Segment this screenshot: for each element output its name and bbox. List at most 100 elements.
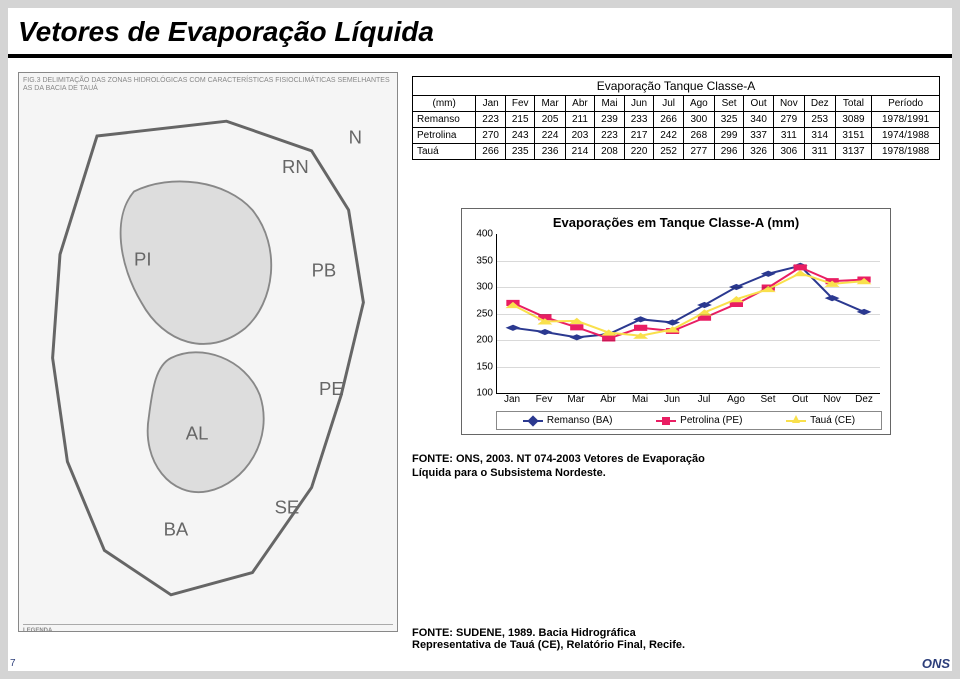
table-cell: 252 — [654, 144, 684, 160]
table-cell: 311 — [804, 144, 835, 160]
chart-xtick: Abr — [592, 394, 624, 405]
legend-label: Remanso (BA) — [547, 415, 613, 426]
chart-marker — [507, 325, 519, 330]
table-cell: 270 — [476, 128, 506, 144]
chart-ytick: 150 — [469, 361, 493, 372]
table-col-header: Jun — [624, 96, 654, 112]
title-bar: Vetores de Evaporação Líquida — [8, 8, 952, 58]
table-cell: 311 — [773, 128, 804, 144]
table-col-header: Período — [872, 96, 940, 112]
table-col-header: Set — [714, 96, 744, 112]
table-cell: 1978/1988 — [872, 144, 940, 160]
svg-text:PB: PB — [312, 260, 337, 281]
source1-l1: FONTE: ONS, 2003. NT 074-2003 Vetores de… — [412, 453, 705, 465]
table-col-header: Jan — [476, 96, 506, 112]
chart-gridline — [497, 261, 880, 262]
chart-title: Evaporações em Tanque Classe-A (mm) — [468, 215, 884, 230]
table-cell: 337 — [744, 128, 774, 144]
chart-gridline — [497, 340, 880, 341]
table-cell: 243 — [505, 128, 535, 144]
legend-item: Petrolina (PE) — [656, 415, 742, 426]
table-cell: 205 — [535, 112, 565, 128]
table-cell: 314 — [804, 128, 835, 144]
legend-item: Remanso (BA) — [523, 415, 613, 426]
table-col-header: Total — [835, 96, 871, 112]
chart-xaxis: JanFevMarAbrMaiJunJulAgoSetOutNovDez — [496, 394, 880, 405]
chart-marker — [794, 265, 806, 270]
table-cell: 326 — [744, 144, 774, 160]
source2-l2: Representativa de Tauá (CE), Relatório F… — [412, 639, 685, 651]
table-col-header: Mar — [535, 96, 565, 112]
table-col-header: Dez — [804, 96, 835, 112]
table-cell: 224 — [535, 128, 565, 144]
svg-text:N: N — [349, 127, 362, 148]
table-col-header: Fev — [505, 96, 535, 112]
table-cell: 223 — [476, 112, 506, 128]
chart-gridline — [497, 367, 880, 368]
chart-xtick: Jun — [656, 394, 688, 405]
chart-marker — [634, 325, 646, 330]
source2-l1: FONTE: SUDENE, 1989. Bacia Hidrográfica — [412, 627, 636, 639]
page-title: Vetores de Evaporação Líquida — [18, 16, 942, 48]
svg-text:BA: BA — [164, 519, 189, 540]
chart-xtick: Set — [752, 394, 784, 405]
footer-brand: ONS — [922, 656, 950, 671]
table-row: Tauá266235236214208220252277296326306311… — [413, 144, 940, 160]
legend-label: Tauá (CE) — [810, 415, 855, 426]
chart-xtick: Nov — [816, 394, 848, 405]
svg-text:PI: PI — [134, 249, 151, 270]
table-cell: 217 — [624, 128, 654, 144]
chart-ytick: 400 — [469, 229, 493, 240]
source1-l2: Líquida para o Subsistema Nordeste. — [412, 467, 606, 479]
chart-ytick: 350 — [469, 255, 493, 266]
table-cell: 306 — [773, 144, 804, 160]
table-cell: 1978/1991 — [872, 112, 940, 128]
chart-xtick: Dez — [848, 394, 880, 405]
chart-gridline — [497, 314, 880, 315]
table-cell: 211 — [565, 112, 595, 128]
table-cell: Petrolina — [413, 128, 476, 144]
table-cell: 266 — [654, 112, 684, 128]
table-col-header: Mai — [595, 96, 625, 112]
table-col-header: Out — [744, 96, 774, 112]
table-cell: 208 — [595, 144, 625, 160]
table-cell: 215 — [505, 112, 535, 128]
table-col-header: (mm) — [413, 96, 476, 112]
map-outline: RN PB PE SE PI BA AL N — [23, 98, 393, 618]
table-cell: 253 — [804, 112, 835, 128]
slide-page: Vetores de Evaporação Líquida FIG.3 DELI… — [8, 8, 952, 671]
table-row: Remanso223215205211239233266300325340279… — [413, 112, 940, 128]
table-cell: 299 — [714, 128, 744, 144]
map-header: FIG.3 DELIMITAÇÃO DAS ZONAS HIDROLÓGICAS… — [23, 77, 393, 92]
table-row: Petrolina2702432242032232172422682993373… — [413, 128, 940, 144]
table-cell: 3151 — [835, 128, 871, 144]
table-cell: 235 — [505, 144, 535, 160]
svg-text:AL: AL — [186, 423, 209, 444]
chart-series-line — [513, 273, 864, 336]
svg-text:SE: SE — [275, 497, 300, 518]
legend-label: Petrolina (PE) — [680, 415, 742, 426]
table-col-header: Ago — [683, 96, 714, 112]
chart-marker — [571, 325, 583, 330]
legend-item: Tauá (CE) — [786, 415, 855, 426]
chart-area: 100150200250300350400 — [496, 234, 880, 394]
source-1: FONTE: ONS, 2003. NT 074-2003 Vetores de… — [412, 453, 940, 481]
table-cell: 242 — [654, 128, 684, 144]
table-cell: 340 — [744, 112, 774, 128]
table-cell: 1974/1988 — [872, 128, 940, 144]
table-cell: 233 — [624, 112, 654, 128]
table-cell: 300 — [683, 112, 714, 128]
table-cell: 266 — [476, 144, 506, 160]
chart-xtick: Mar — [560, 394, 592, 405]
map-figure: FIG.3 DELIMITAÇÃO DAS ZONAS HIDROLÓGICAS… — [18, 72, 398, 632]
map-legend-title: LEGENDA — [23, 628, 393, 632]
table-col-header: Nov — [773, 96, 804, 112]
table-cell: 223 — [595, 128, 625, 144]
table-cell: Tauá — [413, 144, 476, 160]
table-cell: 3137 — [835, 144, 871, 160]
table-cell: 3089 — [835, 112, 871, 128]
table-cell: 239 — [595, 112, 625, 128]
table-col-header: Jul — [654, 96, 684, 112]
chart-xtick: Jul — [688, 394, 720, 405]
chart-marker — [539, 330, 551, 335]
